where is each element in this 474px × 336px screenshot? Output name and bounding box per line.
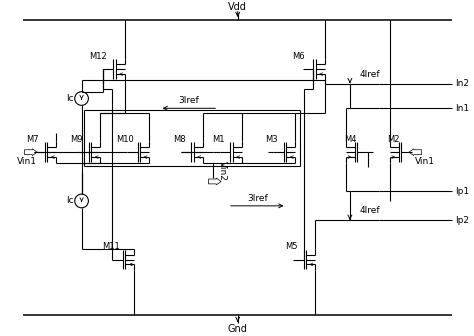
FancyArrow shape <box>409 149 421 156</box>
Text: M10: M10 <box>117 135 134 144</box>
Text: M3: M3 <box>265 135 278 144</box>
Text: M5: M5 <box>285 242 298 251</box>
Text: Vin1: Vin1 <box>17 158 36 166</box>
Text: 4Iref: 4Iref <box>360 70 380 79</box>
Text: M1: M1 <box>212 135 224 144</box>
Text: In2: In2 <box>456 79 469 88</box>
Text: M8: M8 <box>173 135 185 144</box>
Text: Ic: Ic <box>66 94 73 103</box>
FancyArrow shape <box>209 178 221 185</box>
Text: 3Iref: 3Iref <box>179 96 199 105</box>
Text: Ip2: Ip2 <box>456 216 469 225</box>
Text: Vin1: Vin1 <box>415 158 435 166</box>
Text: M7: M7 <box>27 135 39 144</box>
Text: Vin2: Vin2 <box>218 161 227 181</box>
Text: M2: M2 <box>388 135 400 144</box>
Text: M6: M6 <box>292 52 304 61</box>
Text: In1: In1 <box>456 104 469 113</box>
Text: M12: M12 <box>89 52 107 61</box>
Text: 4Iref: 4Iref <box>360 206 380 215</box>
Text: Ic: Ic <box>66 197 73 206</box>
Text: M9: M9 <box>71 135 83 144</box>
FancyArrow shape <box>25 149 37 156</box>
Text: M4: M4 <box>344 135 356 144</box>
Text: Gnd: Gnd <box>228 324 247 334</box>
Text: M11: M11 <box>102 242 120 251</box>
Text: 3Iref: 3Iref <box>247 194 268 203</box>
Text: Vdd: Vdd <box>228 2 247 12</box>
Text: Ip1: Ip1 <box>456 187 469 196</box>
